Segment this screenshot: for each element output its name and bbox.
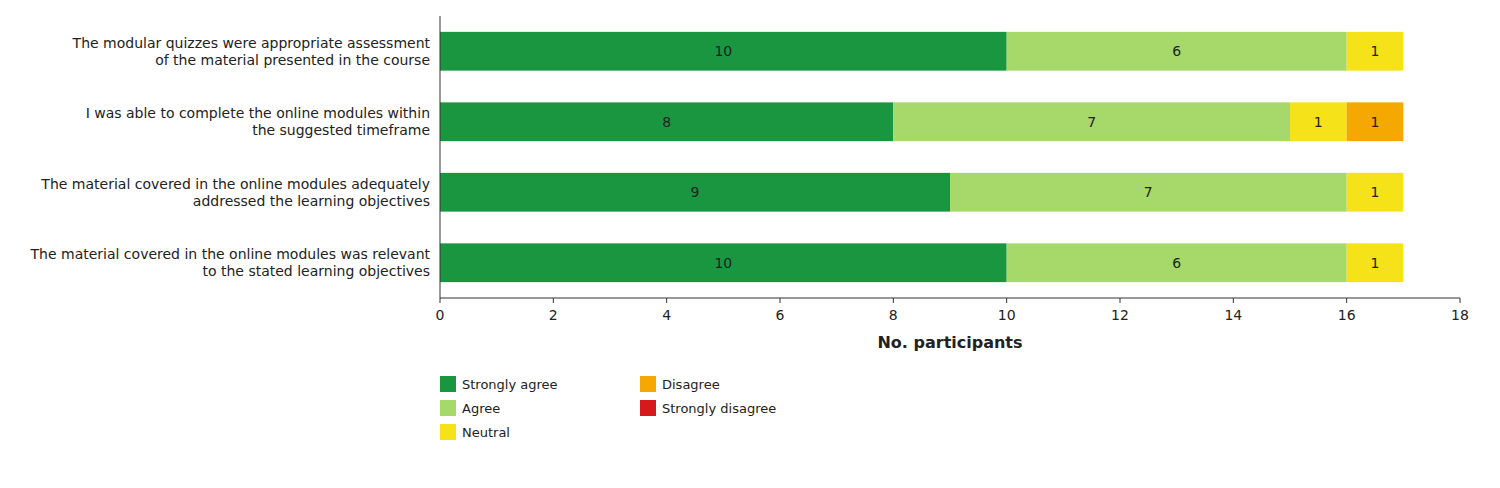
- data-label: 1: [1371, 43, 1380, 59]
- bar-segment: [1403, 32, 1404, 71]
- data-label: 1: [1371, 184, 1380, 200]
- x-tick-label: 16: [1338, 307, 1356, 323]
- x-tick: [893, 298, 894, 303]
- bar-segment: [1403, 243, 1404, 282]
- x-tick: [553, 298, 554, 303]
- x-tick-label: 10: [998, 307, 1016, 323]
- bar-segment: [1403, 173, 1404, 212]
- category-label: The modular quizzes were appropriate ass…: [72, 35, 431, 68]
- bar-segment: [1347, 102, 1404, 141]
- bar-segment: [440, 102, 893, 141]
- bar-segment: [1007, 243, 1347, 282]
- x-tick: [1346, 298, 1347, 303]
- data-label: 6: [1172, 255, 1181, 271]
- data-labels: 10 9 8 10 6 7 7 6 1 1 1 1 1: [662, 43, 1379, 271]
- data-label: 10: [714, 255, 732, 271]
- bar-segment: [950, 173, 1347, 212]
- bar-segment: [1290, 102, 1347, 141]
- x-tick-label: 6: [776, 307, 785, 323]
- x-tick: [780, 298, 781, 303]
- bar-segment: [440, 32, 1007, 71]
- bar-segment: [1347, 32, 1404, 71]
- x-axis: 0 2 4 6 8 10 12 14 16 18 No. participants: [436, 298, 1469, 352]
- bar-segment: [893, 102, 1290, 141]
- x-tick: [1460, 298, 1461, 303]
- x-tick-label: 14: [1224, 307, 1242, 323]
- x-tick: [440, 298, 441, 303]
- x-tick: [1006, 298, 1007, 303]
- legend: Strongly agree Agree Neutral Disagree Strong…: [440, 376, 776, 440]
- bar-segment: [1403, 173, 1404, 212]
- chart: 10 9 8 10 6 7 7 6 1 1 1 1 1 The material covered in t…: [0, 0, 1500, 488]
- data-label: 1: [1314, 114, 1323, 130]
- data-label: 9: [691, 184, 700, 200]
- x-tick: [1120, 298, 1121, 303]
- legend-swatch: [440, 376, 456, 392]
- legend-swatch: [640, 376, 656, 392]
- chart-container: 10 9 8 10 6 7 7 6 1 1 1 1 1 The material covered in t…: [0, 0, 1500, 488]
- data-label: 8: [662, 114, 671, 130]
- bar-segment: [1403, 243, 1404, 282]
- bar-segment: [1007, 32, 1347, 71]
- x-axis-label: No. participants: [877, 333, 1022, 352]
- data-label: 6: [1172, 43, 1181, 59]
- bar-segment: [1347, 243, 1404, 282]
- data-label: 7: [1087, 114, 1096, 130]
- category-label: I was able to complete the online module…: [86, 105, 430, 138]
- x-tick: [666, 298, 667, 303]
- x-tick-label: 2: [549, 307, 558, 323]
- bar-segment: [1347, 173, 1404, 212]
- bar-segment: [440, 173, 950, 212]
- data-label: 7: [1144, 184, 1153, 200]
- category-label: The material covered in the online modul…: [30, 246, 431, 279]
- legend-label: Neutral: [462, 425, 510, 440]
- y-axis-line: [440, 16, 441, 298]
- legend-swatch: [440, 400, 456, 416]
- legend-label: Agree: [462, 401, 500, 416]
- x-tick-label: 8: [889, 307, 898, 323]
- bar-segment: [1403, 32, 1404, 71]
- bar-segment: [440, 243, 1007, 282]
- data-label: 10: [714, 43, 732, 59]
- data-label: 1: [1371, 255, 1380, 271]
- x-tick-label: 4: [662, 307, 671, 323]
- data-label: 1: [1371, 114, 1380, 130]
- legend-swatch: [440, 424, 456, 440]
- y-axis: The material covered in the online modul…: [30, 35, 431, 280]
- x-axis-line: [440, 298, 1460, 299]
- legend-label: Strongly disagree: [662, 401, 776, 416]
- bar-segment: [1403, 102, 1404, 141]
- x-tick-label: 12: [1111, 307, 1129, 323]
- legend-swatch: [640, 400, 656, 416]
- x-tick: [1233, 298, 1234, 303]
- category-label: The material covered in the online modul…: [40, 176, 430, 209]
- legend-label: Strongly agree: [462, 377, 558, 392]
- x-tick-label: 18: [1451, 307, 1469, 323]
- bars: [440, 32, 1403, 282]
- x-tick-label: 0: [436, 307, 445, 323]
- legend-label: Disagree: [662, 377, 720, 392]
